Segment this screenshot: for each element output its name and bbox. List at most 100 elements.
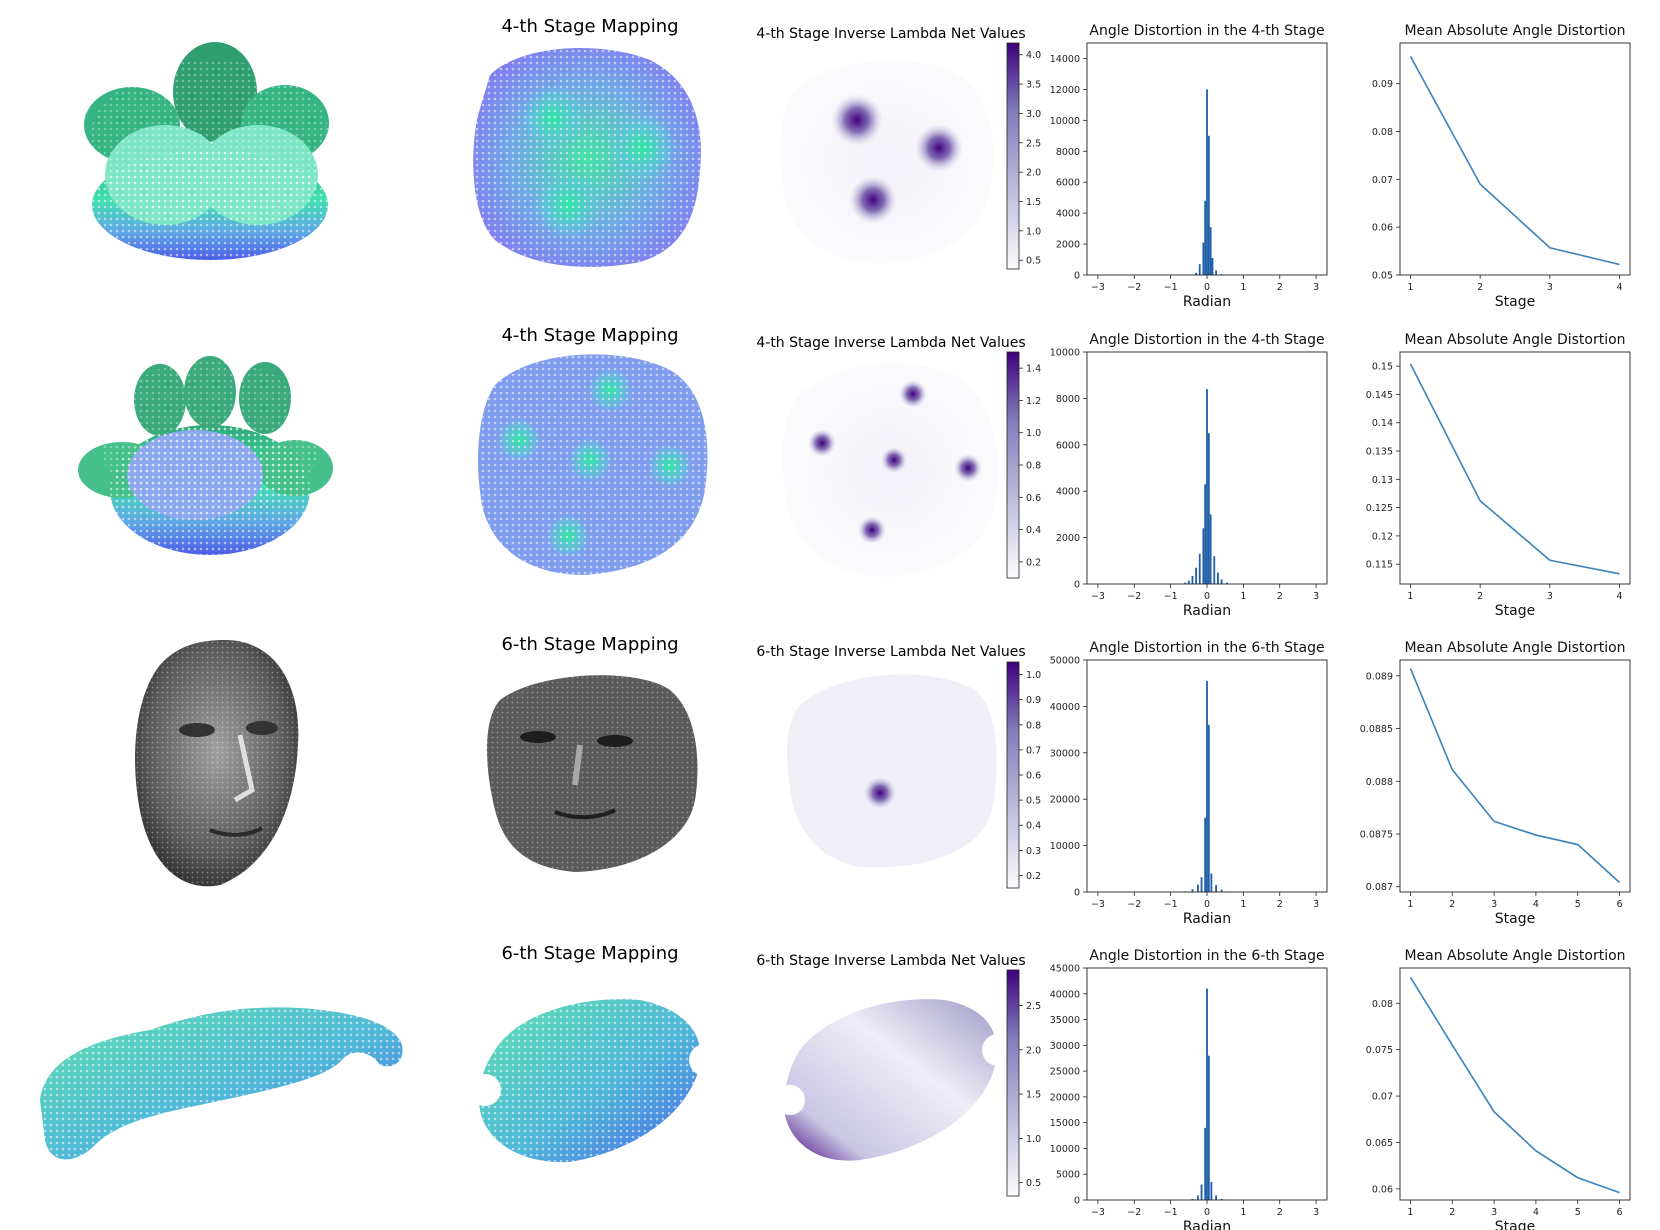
y-tick-label: 5000 xyxy=(1056,1170,1080,1181)
x-axis-label: Stage xyxy=(1495,603,1535,619)
y-tick-label: 6000 xyxy=(1056,440,1080,451)
line-chart-4: Mean Absolute Angle Distortion 0.06 0.065 0… xyxy=(1366,948,1631,1230)
y-tick-label: 12000 xyxy=(1050,85,1080,96)
plot-frame xyxy=(1086,659,1328,893)
histogram-bar xyxy=(1197,1195,1199,1200)
line-chart-2: Mean Absolute Angle Distortion 0.115 0.12 0… xyxy=(1366,332,1631,619)
histogram-bar xyxy=(1220,579,1223,584)
colorbar-tick-label: 0.5 xyxy=(1026,256,1041,267)
x-tick-label: 3 xyxy=(1313,1207,1319,1218)
histogram-bar xyxy=(1220,1198,1223,1200)
y-tick-label: 0.089 xyxy=(1366,671,1393,682)
histogram-bar xyxy=(1210,873,1213,892)
x-tick-label: 3 xyxy=(1313,899,1319,910)
chart-title: Angle Distortion in the 6-th Stage xyxy=(1089,948,1324,964)
y-tick-label: 2000 xyxy=(1056,240,1080,251)
x-tick-label: 1 xyxy=(1240,282,1246,293)
y-tick-label: 0 xyxy=(1074,580,1080,591)
y-tick-label: 6000 xyxy=(1056,178,1080,189)
x-tick-label: 1 xyxy=(1240,1207,1246,1218)
chart-title: Angle Distortion in the 6-th Stage xyxy=(1089,640,1324,656)
mesh-image-flower-5 xyxy=(78,356,333,555)
x-tick-label: 1 xyxy=(1407,282,1413,293)
y-tick-label: 0.05 xyxy=(1372,271,1393,282)
row-2: 4-th Stage Mapping 4-th Stage Inverse La… xyxy=(78,325,1041,579)
y-tick-label: 4000 xyxy=(1056,209,1080,220)
colorbar-tick-label: 3.5 xyxy=(1026,80,1041,91)
y-tick-label: 0.087 xyxy=(1366,882,1393,893)
plot-frame xyxy=(1086,967,1328,1201)
colorbar-tick-label: 2.5 xyxy=(1026,138,1041,149)
histogram-bar xyxy=(1215,270,1217,275)
colorbar-tick-label: 0.2 xyxy=(1026,871,1041,882)
x-tick-label: 0 xyxy=(1204,1207,1210,1218)
y-tick-label: 0.07 xyxy=(1372,1092,1393,1103)
y-tick-label: 0 xyxy=(1074,888,1080,899)
histogram-bar xyxy=(1211,257,1214,275)
x-tick-label: 2 xyxy=(1477,591,1483,602)
histogram-chart-2: Angle Distortion in the 4-th Stage 0 2000 4… xyxy=(1050,332,1328,619)
x-tick-label: 3 xyxy=(1547,282,1553,293)
plot-frame xyxy=(1399,42,1631,276)
y-tick-label: 0.075 xyxy=(1366,1045,1393,1056)
y-tick-label: 25000 xyxy=(1050,1067,1080,1078)
line-chart-3: Mean Absolute Angle Distortion 0.087 0.087… xyxy=(1360,640,1631,927)
plot-frame xyxy=(1399,351,1631,585)
y-tick-label: 0.12 xyxy=(1372,531,1393,542)
y-tick-label: 50000 xyxy=(1050,656,1080,667)
colorbar-tick-label: 0.4 xyxy=(1026,821,1041,832)
x-tick-label: −3 xyxy=(1091,282,1105,293)
colorbar-tick-label: 3.0 xyxy=(1026,109,1041,120)
chart-title: Mean Absolute Angle Distortion xyxy=(1404,23,1625,39)
y-tick-label: 0.09 xyxy=(1372,79,1393,90)
x-axis-label: Stage xyxy=(1495,294,1535,310)
x-tick-label: −2 xyxy=(1127,282,1141,293)
x-tick-label: 4 xyxy=(1533,1207,1539,1218)
colorbar-tick-label: 0.6 xyxy=(1026,493,1041,504)
lambda-title-4: 6-th Stage Inverse Lambda Net Values xyxy=(756,953,1025,969)
x-tick-label: 1 xyxy=(1240,899,1246,910)
histogram-bar xyxy=(1198,264,1201,275)
colorbar-tick-label: 1.2 xyxy=(1026,396,1041,407)
x-tick-label: 3 xyxy=(1313,591,1319,602)
histogram-bar xyxy=(1197,884,1199,892)
colorbar-tick-label: 1.5 xyxy=(1026,1090,1041,1101)
plot-frame xyxy=(1086,351,1328,585)
y-tick-label: 0.06 xyxy=(1372,1184,1393,1195)
y-tick-label: 0.088 xyxy=(1366,777,1393,788)
mapping-title-1: 4-th Stage Mapping xyxy=(501,16,678,37)
histogram-bar xyxy=(1207,724,1210,892)
y-tick-label: 0.145 xyxy=(1366,390,1393,401)
colorbar-tick-label: 2.5 xyxy=(1026,1001,1041,1012)
x-tick-label: 2 xyxy=(1477,282,1483,293)
histogram-bar xyxy=(1213,556,1216,584)
x-tick-label: −2 xyxy=(1127,1207,1141,1218)
x-axis-label: Radian xyxy=(1183,603,1231,619)
histogram-bar xyxy=(1206,389,1208,584)
y-tick-label: 30000 xyxy=(1050,748,1080,759)
x-tick-label: 2 xyxy=(1277,1207,1283,1218)
y-tick-label: 0.06 xyxy=(1372,223,1393,234)
colorbar-gradient xyxy=(1006,661,1020,889)
colorbar-tick-label: 0.5 xyxy=(1026,796,1041,807)
colorbar-tick-label: 0.9 xyxy=(1026,695,1041,706)
x-tick-label: 3 xyxy=(1491,1207,1497,1218)
series-line xyxy=(1409,363,1620,575)
x-tick-label: 4 xyxy=(1617,591,1623,602)
x-tick-label: −1 xyxy=(1164,282,1178,293)
colorbar-tick-label: 0.4 xyxy=(1026,525,1041,536)
colorbar-tick-label: 2.0 xyxy=(1026,1045,1041,1056)
y-tick-label: 20000 xyxy=(1050,1092,1080,1103)
plot-frame xyxy=(1086,42,1328,276)
y-tick-label: 0.0885 xyxy=(1360,724,1393,735)
y-tick-label: 10000 xyxy=(1050,841,1080,852)
mapping-image-3 xyxy=(486,675,698,872)
colorbar-tick-label: 1.0 xyxy=(1026,670,1041,681)
series-line xyxy=(1409,976,1620,1194)
x-axis-label: Radian xyxy=(1183,1219,1231,1230)
row-1: 4-th Stage Mapping 4-th Stage Inverse La… xyxy=(84,16,1041,270)
lambda-title-2: 4-th Stage Inverse Lambda Net Values xyxy=(756,335,1025,351)
x-tick-label: −3 xyxy=(1091,591,1105,602)
x-tick-label: 1 xyxy=(1240,591,1246,602)
